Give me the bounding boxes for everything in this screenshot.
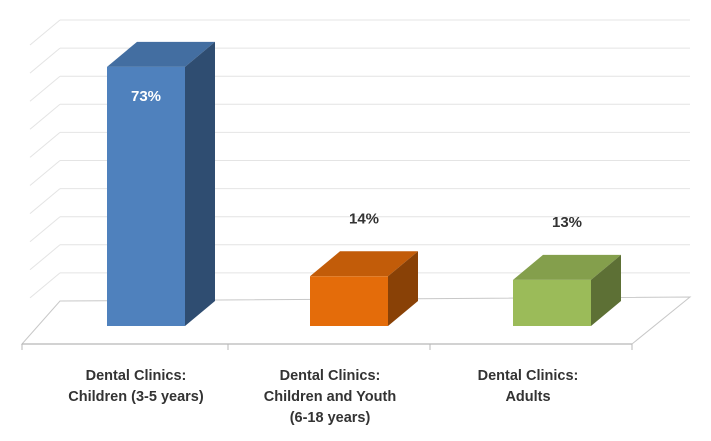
category-label-line: Adults [505, 389, 551, 406]
category-label-line: Dental Clinics: [279, 368, 381, 384]
bar [107, 41, 215, 326]
category-label-line: (6-18 years) [289, 410, 371, 427]
bar-side [185, 41, 215, 326]
gridline-side [29, 188, 61, 214]
bar-front [107, 66, 185, 326]
bars [107, 41, 621, 326]
bar [310, 251, 418, 326]
bar-side [591, 254, 621, 326]
bar-top [107, 41, 215, 67]
gridline-side [29, 75, 61, 102]
gridline-side [29, 160, 61, 186]
bar-top [310, 251, 418, 277]
data-label: 73% [131, 88, 161, 105]
data-label: 13% [552, 214, 582, 231]
gridline-side [29, 103, 61, 130]
gridline-side [29, 216, 61, 243]
category-label: Dental Clinics: Children and Youth (6-18 y… [230, 366, 430, 429]
data-labels: 73% 14% 13% [131, 88, 582, 231]
gridline-side [29, 244, 61, 271]
category-label: Dental Clinics: Adults [428, 366, 628, 408]
gridline-side [29, 132, 61, 158]
category-label-line: Children and Youth [263, 389, 397, 406]
bar-top [513, 254, 621, 280]
bar-front [513, 279, 591, 326]
gridline-side [29, 47, 61, 74]
category-label: Dental Clinics: Children (3-5 years) [36, 366, 236, 408]
bar-side [388, 251, 418, 326]
bar-front [310, 276, 388, 326]
data-label: 14% [349, 210, 379, 227]
category-label-line: Dental Clinics: [477, 368, 579, 384]
gridline-side [29, 272, 61, 299]
category-label-line: Dental Clinics: [85, 368, 187, 384]
bar [513, 254, 621, 326]
gridline-side [29, 19, 61, 46]
category-label-line: Children (3-5 years) [68, 389, 204, 406]
